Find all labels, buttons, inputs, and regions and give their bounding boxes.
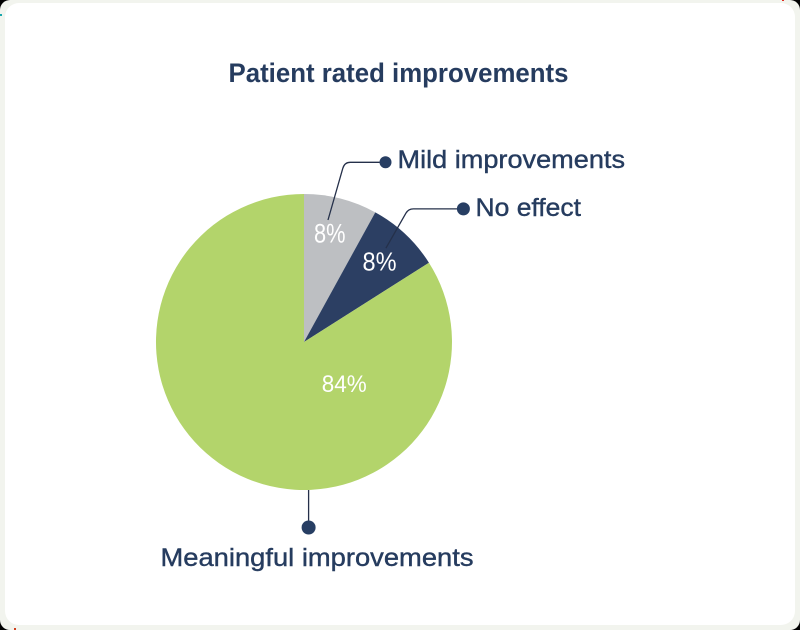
svg-text:8%: 8% [363,247,397,277]
svg-text:Mild improvements: Mild improvements [398,146,626,174]
svg-text:84%: 84% [322,371,367,398]
svg-text:No effect: No effect [476,194,582,222]
svg-text:Meaningful improvements: Meaningful improvements [161,544,474,572]
svg-text:Patient rated improvements: Patient rated improvements [229,58,569,88]
svg-text:8%: 8% [314,219,346,249]
